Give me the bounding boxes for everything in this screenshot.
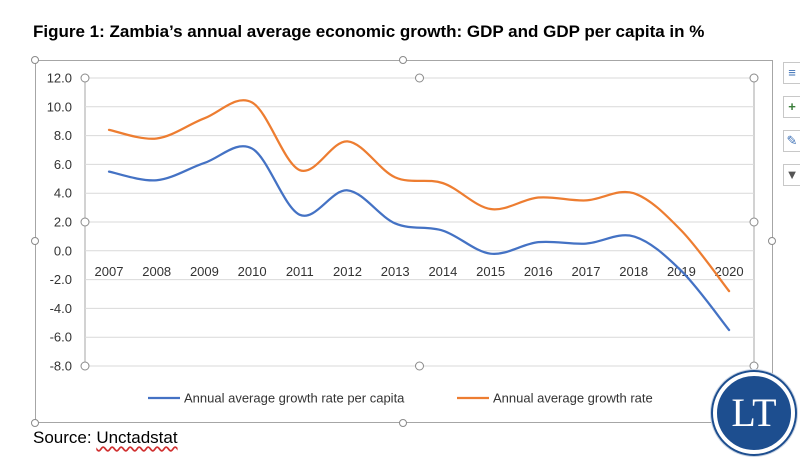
source-name: Unctadstat xyxy=(96,428,178,447)
chart-area-handle-ml[interactable] xyxy=(31,237,39,245)
y-tick-label: 12.0 xyxy=(47,71,72,86)
x-tick-label: 2014 xyxy=(428,264,457,279)
plot-area-handle[interactable] xyxy=(749,73,759,83)
y-tick-label: 4.0 xyxy=(54,186,72,201)
filter-icon[interactable]: ▼ xyxy=(783,164,800,186)
y-tick-label: 8.0 xyxy=(54,128,72,143)
source-prefix: Source: xyxy=(33,428,97,447)
brush-icon[interactable]: ✎ xyxy=(783,130,800,152)
source-note: Source: Unctadstat xyxy=(33,428,178,448)
series-lines[interactable] xyxy=(107,99,731,332)
plot-area-handles[interactable] xyxy=(80,73,759,371)
legend-label: Annual average growth rate xyxy=(493,391,653,406)
plot-area-handle[interactable] xyxy=(749,217,759,227)
x-axis-labels: 2007 2008 2009 2010 2011 2012 2013 2014 2015 2016… xyxy=(95,264,744,279)
chart-area-handle-mr[interactable] xyxy=(768,237,776,245)
chart-area-handle-tl[interactable] xyxy=(31,56,39,64)
x-tick-label: 2020 xyxy=(715,264,744,279)
lt-logo: LT xyxy=(713,372,795,454)
series-line-per-capita[interactable] xyxy=(107,145,731,332)
x-tick-label: 2008 xyxy=(142,264,171,279)
x-tick-label: 2007 xyxy=(95,264,124,279)
plot-area-handle[interactable] xyxy=(80,217,90,227)
gridlines xyxy=(85,77,754,367)
x-tick-label: 2016 xyxy=(524,264,553,279)
y-axis-labels: 12.0 10.0 8.0 6.0 4.0 2.0 0.0 -2.0 -4.0 -6.0 -8.0 xyxy=(47,71,72,374)
y-tick-label: 2.0 xyxy=(54,215,72,230)
y-tick-label: -8.0 xyxy=(50,359,72,374)
y-tick-label: 6.0 xyxy=(54,157,72,172)
chart-area-handle-bl[interactable] xyxy=(31,419,39,427)
plot-area-handle[interactable] xyxy=(415,73,424,83)
chart-area-handle-bc[interactable] xyxy=(399,419,407,427)
y-tick-label: 0.0 xyxy=(54,243,72,258)
x-tick-label: 2015 xyxy=(476,264,505,279)
y-tick-label: -4.0 xyxy=(50,301,72,316)
x-tick-label: 2017 xyxy=(572,264,601,279)
figure-title: Figure 1: Zambia’s annual average econom… xyxy=(33,22,705,41)
y-tick-label: -6.0 xyxy=(50,330,72,345)
x-tick-label: 2012 xyxy=(333,264,362,279)
plot-area-handle[interactable] xyxy=(415,361,424,371)
x-tick-label: 2009 xyxy=(190,264,219,279)
chart-elements-icon[interactable]: ≡ xyxy=(783,62,800,84)
plot-area-handle[interactable] xyxy=(80,73,90,83)
plot-area-handle[interactable] xyxy=(80,361,90,371)
x-tick-label: 2011 xyxy=(286,264,314,279)
x-tick-label: 2010 xyxy=(238,264,267,279)
plus-icon[interactable]: + xyxy=(783,96,800,118)
y-tick-label: 10.0 xyxy=(47,99,72,114)
plot-area-handle[interactable] xyxy=(749,361,759,371)
x-tick-label: 2013 xyxy=(381,264,410,279)
legend[interactable]: Annual average growth rate per capita Ann… xyxy=(148,391,653,406)
legend-label: Annual average growth rate per capita xyxy=(184,391,405,406)
series-line-gdp[interactable] xyxy=(107,99,731,293)
chart-area-handle-tc[interactable] xyxy=(399,56,407,64)
x-tick-label: 2018 xyxy=(619,264,648,279)
y-tick-label: -2.0 xyxy=(50,272,72,287)
